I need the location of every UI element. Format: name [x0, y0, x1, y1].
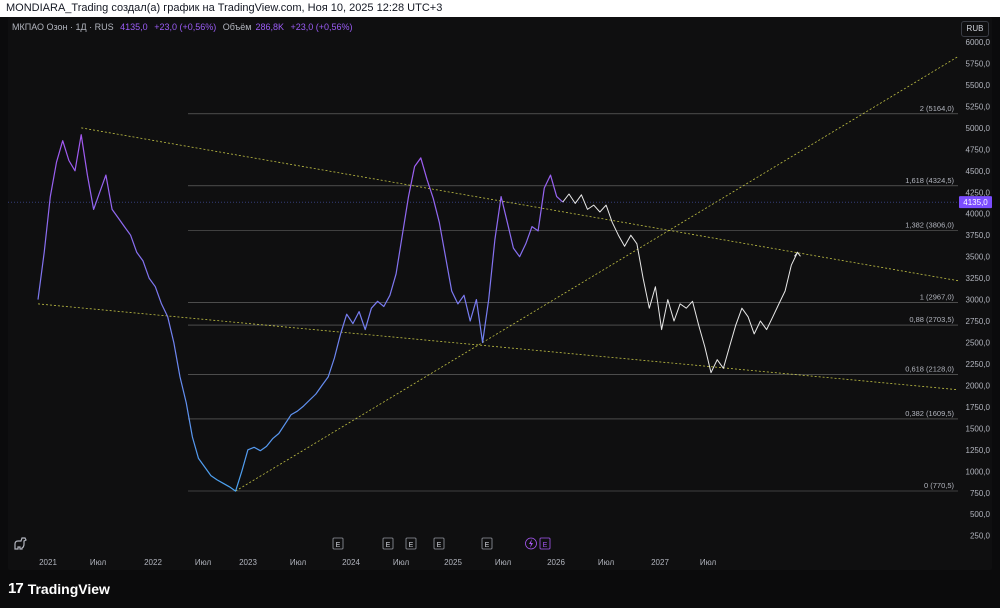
y-tick-label: 5500,0 — [966, 81, 991, 90]
fib-levels: 2 (5164,0) 1,618 (4324,5) 1,382 (3806,0) 1 … — [8, 104, 958, 492]
x-tick-label: 2025 — [444, 558, 462, 567]
projection-line — [562, 193, 798, 374]
currency-button[interactable]: RUB — [961, 21, 989, 37]
y-tick-label: 5750,0 — [966, 59, 991, 68]
y-tick-label: 5250,0 — [966, 102, 991, 111]
y-tick-label: 2000,0 — [966, 381, 991, 390]
earnings-e-icon[interactable]: E — [539, 537, 551, 550]
volume-change: +23,0 (+0,56%) — [290, 22, 353, 32]
price-axis: 6000,0 5750,0 5500,0 5250,0 5000,0 4750,0 4500… — [959, 38, 992, 541]
fib-label: 1,382 (3806,0) — [905, 220, 954, 229]
time-axis: 2021 Июл 2022 Июл 2023 Июл 2024 Июл 2025 Июл 2026 И… — [39, 558, 716, 567]
y-tick-label: 1750,0 — [966, 403, 991, 412]
svg-text:E: E — [386, 542, 391, 549]
x-tick-label: 2027 — [651, 558, 669, 567]
price-series — [37, 134, 801, 492]
page-header: MONDIARA_Trading создал(а) график на Tra… — [0, 0, 1000, 17]
fib-label: 0,382 (1609,5) — [905, 409, 954, 418]
fib-label: 2 (5164,0) — [920, 104, 955, 113]
svg-text:E: E — [437, 542, 442, 549]
y-tick-label: 1500,0 — [966, 424, 991, 433]
price-chart[interactable]: 2 (5164,0) 1,618 (4324,5) 1,382 (3806,0) 1 … — [8, 17, 992, 570]
x-tick-label: Июл — [598, 558, 615, 567]
projection-arrow — [794, 251, 801, 257]
y-tick-label: 4500,0 — [966, 167, 991, 176]
y-tick-label: 3750,0 — [966, 231, 991, 240]
tradingview-logo[interactable]: 17 TradingView — [8, 580, 110, 597]
fib-label: 1,618 (4324,5) — [905, 176, 954, 185]
svg-text:E: E — [543, 542, 548, 549]
fib-label: 0,618 (2128,0) — [905, 364, 954, 373]
y-tick-label: 1000,0 — [966, 467, 991, 476]
trendline — [81, 127, 959, 282]
x-tick-label: 2024 — [342, 558, 360, 567]
volume-value: 286,8K — [255, 22, 284, 32]
earnings-e-icon[interactable]: E — [433, 537, 445, 550]
y-tick-label: 3500,0 — [966, 253, 991, 262]
y-tick-label: 4750,0 — [966, 145, 991, 154]
x-tick-label: Июл — [495, 558, 512, 567]
x-tick-label: Июл — [195, 558, 212, 567]
earnings-e-icon[interactable]: E — [405, 537, 417, 550]
x-tick-label: 2022 — [144, 558, 162, 567]
fib-label: 1 (2967,0) — [920, 292, 955, 301]
x-tick-label: Июл — [393, 558, 410, 567]
y-tick-label: 3000,0 — [966, 296, 991, 305]
dinosaur-icon[interactable] — [12, 534, 30, 552]
x-tick-label: 2026 — [547, 558, 565, 567]
symbol-legend[interactable]: МКПАО Озон · 1Д · RUS 4135,0 +23,0 (+0,5… — [12, 22, 357, 32]
chart-area[interactable]: 2 (5164,0) 1,618 (4324,5) 1,382 (3806,0) 1 … — [8, 17, 992, 570]
y-tick-label: 1250,0 — [966, 446, 991, 455]
svg-text:E: E — [409, 542, 414, 549]
svg-text:E: E — [485, 542, 490, 549]
trendline — [37, 303, 959, 391]
y-tick-label: 5000,0 — [966, 124, 991, 133]
price-tag-label: 4135,0 — [963, 198, 988, 207]
y-tick-label: 3250,0 — [966, 274, 991, 283]
x-tick-label: Июл — [700, 558, 717, 567]
y-tick-label: 250,0 — [970, 532, 991, 541]
earnings-e-icon[interactable]: E — [332, 537, 344, 550]
x-tick-label: 2023 — [239, 558, 257, 567]
y-tick-label: 4250,0 — [966, 188, 991, 197]
footer — [0, 570, 1000, 608]
x-tick-label: Июл — [90, 558, 107, 567]
price-tag — [959, 196, 992, 209]
x-tick-label: Июл — [290, 558, 307, 567]
trendline — [235, 56, 959, 492]
y-tick-label: 750,0 — [970, 489, 991, 498]
y-tick-label: 6000,0 — [966, 38, 991, 47]
tradingview-logo-mark: 17 — [8, 580, 24, 597]
x-tick-label: 2021 — [39, 558, 57, 567]
y-tick-label: 2500,0 — [966, 339, 991, 348]
price-history-line — [37, 134, 564, 492]
fib-label: 0 (770,5) — [924, 481, 955, 490]
tradingview-logo-text: TradingView — [27, 580, 110, 597]
volume-label: Объём — [222, 22, 252, 32]
trendlines — [37, 56, 959, 492]
y-tick-label: 2250,0 — [966, 360, 991, 369]
svg-text:E: E — [336, 542, 341, 549]
legend-change: +23,0 (+0,56%) — [154, 22, 217, 32]
earnings-e-icon[interactable]: E — [382, 537, 394, 550]
legend-price: 4135,0 — [120, 22, 148, 32]
symbol-name: МКПАО Озон · 1Д · RUS — [12, 22, 114, 32]
y-tick-label: 2750,0 — [966, 317, 991, 326]
earnings-e-icon[interactable]: E — [481, 537, 493, 550]
fib-label: 0,88 (2703,5) — [909, 315, 954, 324]
y-tick-label: 4000,0 — [966, 210, 991, 219]
y-tick-label: 500,0 — [970, 510, 991, 519]
dividend-lightning-icon[interactable] — [525, 537, 537, 550]
